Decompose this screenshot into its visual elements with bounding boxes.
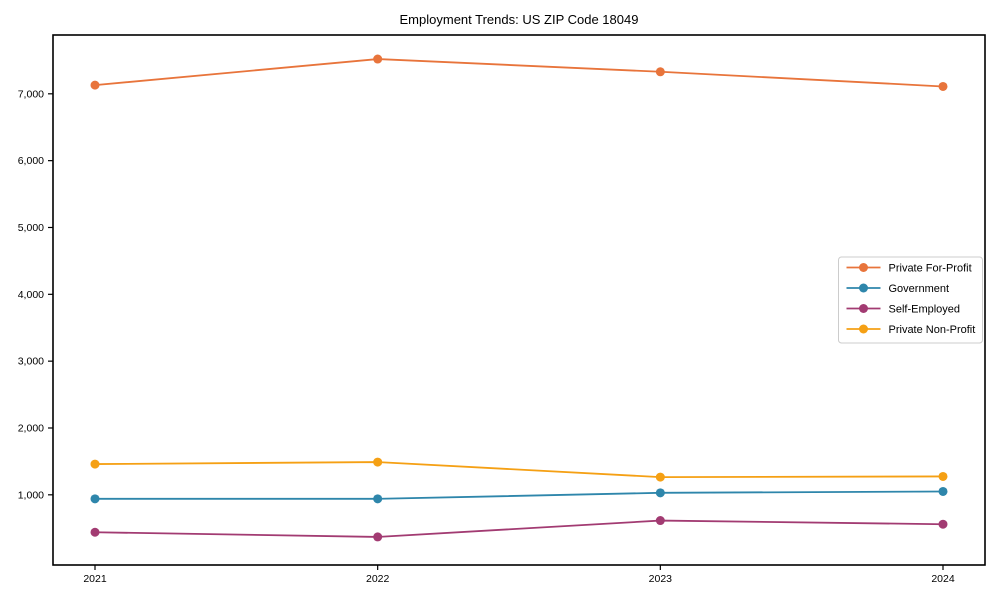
data-point-marker (373, 457, 383, 467)
data-point-marker (938, 486, 948, 496)
y-tick-label: 1,000 (18, 489, 44, 501)
chart-title: Employment Trends: US ZIP Code 18049 (400, 12, 639, 27)
y-axis: 1,000 2,000 3,000 4,000 5,000 6,000 7,000 (18, 88, 53, 501)
legend-sample-marker (859, 283, 868, 293)
x-tick-label: 2022 (366, 573, 390, 585)
data-point-marker (938, 471, 948, 481)
data-point-marker (373, 494, 383, 504)
x-axis: 2021 2022 2023 2024 (83, 565, 955, 585)
y-tick-label: 2,000 (18, 422, 44, 434)
legend-sample-marker (859, 263, 868, 272)
y-tick-label: 4,000 (18, 289, 44, 301)
legend-label: Government (889, 283, 950, 295)
data-point-marker (90, 494, 100, 504)
legend-label: Private Non-Profit (889, 324, 976, 336)
legend-label: Self-Employed (889, 304, 961, 316)
data-point-marker (373, 532, 383, 542)
data-point-marker (90, 527, 100, 537)
x-tick-label: 2021 (83, 573, 107, 585)
y-tick-label: 6,000 (18, 155, 44, 167)
legend-sample-marker (859, 304, 868, 313)
series-line (94, 490, 944, 500)
data-point-marker (938, 81, 948, 91)
series-lines (90, 54, 948, 542)
data-point-marker (655, 67, 665, 77)
data-point-marker (655, 516, 665, 526)
data-point-marker (938, 519, 948, 529)
y-tick-label: 3,000 (18, 356, 44, 368)
legend-sample-marker (859, 324, 868, 334)
y-tick-label: 5,000 (18, 222, 44, 234)
data-point-marker (90, 459, 100, 469)
x-tick-label: 2024 (931, 573, 955, 585)
series-line (94, 461, 944, 479)
data-point-marker (655, 472, 665, 482)
legend: Private For-Profit Government Self-Employe… (838, 256, 983, 344)
series-line (94, 58, 944, 88)
series-line (94, 519, 944, 538)
x-tick-label: 2023 (649, 573, 673, 585)
data-point-marker (90, 80, 100, 90)
legend-box (838, 256, 983, 344)
legend-label: Private For-Profit (889, 263, 972, 275)
y-tick-label: 7,000 (18, 88, 44, 100)
data-point-marker (373, 54, 383, 64)
data-point-marker (655, 488, 665, 498)
